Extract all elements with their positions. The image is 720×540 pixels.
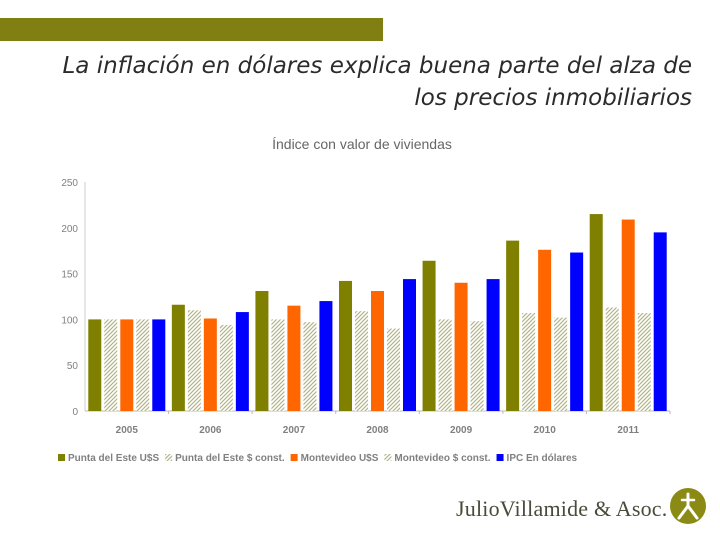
bar: [219, 324, 233, 411]
slide-title-line-1: La inflación en dólares explica buena pa…: [62, 53, 692, 79]
legend-swatch: [384, 454, 392, 461]
y-tick-label: 250: [61, 178, 78, 189]
brand-name: JulioVillamide & Asoc.: [456, 496, 668, 521]
slide-title: La inflación en dólares explica buena pa…: [32, 50, 692, 114]
bar: [319, 301, 333, 411]
x-tick-label: 2011: [617, 425, 639, 436]
bar: [570, 252, 584, 411]
y-tick-label: 0: [72, 407, 78, 418]
x-tick-label: 2009: [450, 425, 473, 436]
bar: [589, 214, 603, 411]
bar: [605, 307, 619, 411]
bar: [438, 319, 452, 411]
bar: [470, 321, 484, 411]
bar: [387, 328, 400, 411]
bar: [454, 282, 468, 411]
x-tick-label: 2008: [366, 425, 389, 436]
bar: [403, 279, 416, 411]
bar: [171, 304, 185, 411]
legend-label: Punta del Este $ const.: [175, 453, 285, 464]
bar: [271, 319, 285, 411]
bar: [422, 260, 436, 411]
y-tick-label: 200: [61, 224, 78, 235]
bar: [554, 317, 568, 411]
bar: [287, 305, 301, 411]
jva-monogram-icon: [670, 488, 706, 524]
bar: [637, 312, 651, 411]
bar: [303, 322, 317, 411]
bar: [355, 311, 368, 411]
x-tick-label: 2006: [199, 425, 222, 436]
slide-title-line-2: los precios inmobiliarios: [414, 85, 692, 111]
bar: [486, 279, 500, 411]
y-tick-label: 150: [61, 270, 78, 281]
legend-label: Punta del Este U$S: [68, 453, 159, 464]
chart-legend: Punta del Este U$S Punta del Este $ const…: [58, 453, 578, 464]
bar: [120, 319, 134, 411]
bar: [203, 318, 217, 411]
legend-swatch: [58, 454, 65, 461]
bar: [88, 319, 102, 411]
bar: [339, 280, 352, 411]
y-tick-label: 50: [67, 361, 79, 372]
legend-label: IPC En dólares: [507, 453, 578, 464]
x-axis-labels: 2005 2006 2007 2008 2009 2010 2011: [116, 425, 640, 436]
bar: [235, 312, 249, 411]
x-tick-label: 2007: [283, 425, 306, 436]
legend-label: Montevideo $ const.: [394, 453, 490, 464]
legend-swatch: [290, 454, 298, 461]
legend-label: Montevideo U$S: [301, 453, 379, 464]
bar: [506, 240, 520, 411]
bar: [187, 310, 201, 411]
bar: [255, 291, 269, 411]
bar: [653, 232, 667, 411]
bar: [522, 312, 536, 411]
header-accent-bar: [0, 18, 383, 41]
legend-swatch: [496, 454, 504, 461]
bar: [371, 291, 384, 411]
chart-bars: [88, 214, 667, 411]
y-tick-label: 100: [61, 315, 78, 326]
x-tick-label: 2005: [116, 425, 139, 436]
x-tick-label: 2010: [534, 425, 557, 436]
bar: [104, 319, 118, 411]
chart-title: Índice con valor de viviendas: [272, 136, 452, 152]
bar: [136, 319, 150, 411]
bar: [152, 319, 166, 411]
legend-swatch: [165, 454, 173, 461]
bar: [538, 249, 552, 411]
bar: [621, 219, 635, 411]
